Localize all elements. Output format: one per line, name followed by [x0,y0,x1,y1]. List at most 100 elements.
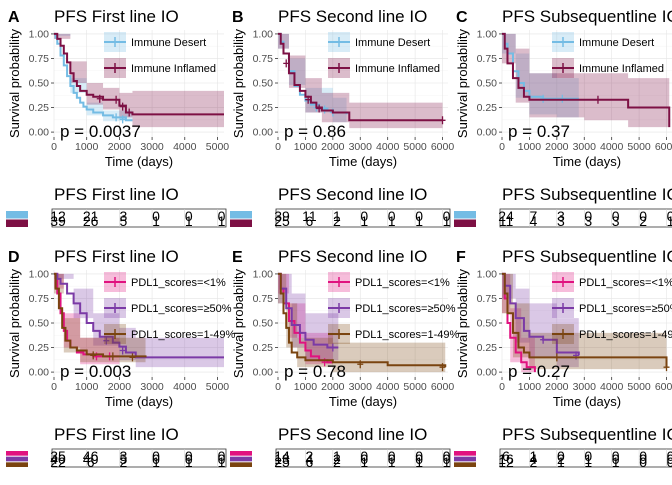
censor-mark [283,59,290,68]
risk-count: 6 [502,448,510,464]
plot-area [278,30,448,137]
risk-row-color-key [454,451,476,456]
y-tick-label: 0.50 [29,78,50,90]
legend: PDL1_scores=<1% PDL1_scores=≥50% PDL1_scor… [552,272,672,344]
y-tick-label: 0.75 [253,293,274,305]
risk-count: 2 [333,451,341,467]
x-tick-label: 2000 [545,381,569,393]
x-tick-label: 1000 [518,141,542,153]
censor-mark [357,360,364,369]
y-tick-label: 1.00 [253,268,274,280]
x-tick-label: 0 [499,141,505,153]
risk-count: 40 [83,451,99,467]
legend: Immune Desert Immune Inflamed [328,32,440,78]
ci-band-2 [502,273,579,370]
legend: PDL1_scores=<1% PDL1_scores=≥50% PDL1_scor… [104,272,235,344]
risk-row-color-key [230,451,252,456]
risk-count: 2 [306,448,314,464]
risk-count: 2 [119,454,127,470]
y-tick-label: 0.25 [253,342,274,354]
risk-count: 1 [185,213,193,229]
risk-table-frame [499,448,672,468]
risk-row-color-key [230,462,252,467]
p-value-label: p = 0.86 [284,122,346,141]
y-axis-title: Survival probability [7,28,22,138]
y-tick-label: 0.00 [29,367,50,379]
censor-mark [119,115,126,124]
y-axis-title: Survival probability [231,28,246,138]
panel-c: 0.000.250.500.751.000 1000 2000 3000 4000 500… [454,7,672,229]
risk-count: 1 [530,448,538,464]
x-axis-title: Time (days) [329,154,397,169]
risk-count: 0 [612,208,620,224]
y-tick-label: 0.25 [253,102,274,114]
censor-mark [439,116,446,125]
risk-table-frame [51,208,227,228]
legend: Immune Desert Immune Inflamed [104,32,216,78]
risk-count: 0 [612,448,620,464]
censor-mark [594,95,601,104]
x-tick-label: 1000 [75,141,99,153]
risk-count: 1 [443,213,451,229]
x-tick-label: 5000 [206,141,230,153]
x-tick-label: 2000 [321,381,345,393]
y-tick-label: 0.50 [477,78,498,90]
risk-count: 12 [498,454,514,470]
panel-title: PFS First line IO [54,7,179,26]
risk-count: 6 [306,454,314,470]
survival-curve-3 [54,272,147,358]
x-tick-label: 3000 [349,141,373,153]
legend-label: PDL1_scores=<1% [579,277,672,289]
panel-a: 0.000.250.500.751.000 1000 2000 3000 4000 500… [6,7,229,229]
risk-count: 0 [584,208,592,224]
risk-count: 11 [302,208,317,224]
survival-curve-3 [278,272,447,368]
risk-count: 39 [50,213,66,229]
risk-count: 25 [274,213,290,229]
x-tick-label: 3000 [573,141,597,153]
x-axis-title: Time (days) [329,394,397,409]
y-tick-label: 0.75 [29,53,50,65]
y-tick-label: 1.00 [29,268,50,280]
x-tick-label: 5000 [403,141,427,153]
censor-mark [305,95,312,104]
panel-title: PFS First line IO [54,247,179,266]
x-tick-label: 5000 [627,141,651,153]
x-tick-label: 0 [51,381,57,393]
y-tick-label: 0.25 [477,342,498,354]
risk-row-color-key [454,462,476,467]
censor-mark [113,113,120,122]
survival-curve-2 [278,32,443,122]
plot-area [502,30,672,137]
risk-table-title: PFS First line IO [54,425,179,444]
ci-band-1 [278,273,333,373]
risk-count: 12 [50,208,66,224]
ci-band-2 [54,33,224,128]
risk-count: 1 [218,213,226,229]
legend-label: Immune Desert [355,37,430,49]
panel-letter: B [232,9,244,26]
x-axis-title: Time (days) [553,394,621,409]
panel-letter: F [456,249,466,266]
y-tick-label: 0.50 [29,318,50,330]
risk-count: 0 [639,208,647,224]
legend-label: PDL1_scores=≥50% [579,303,672,315]
x-axis-title: Time (days) [105,394,173,409]
risk-count: 0 [612,451,620,467]
risk-count: 26 [83,213,99,229]
risk-count: 1 [333,208,341,224]
ci-band-3 [278,273,446,373]
x-tick-label: 2000 [108,381,132,393]
panel-letter: C [456,9,468,26]
risk-count: 0 [218,451,226,467]
risk-count: 39 [274,208,290,224]
risk-count: 0 [415,448,423,464]
p-value-label: p = 0.27 [508,362,570,381]
legend-label: Immune Desert [131,37,206,49]
survival-curve-2 [278,272,339,349]
panel-title: PFS Second line IO [278,247,427,266]
y-tick-label: 0.25 [29,342,50,354]
